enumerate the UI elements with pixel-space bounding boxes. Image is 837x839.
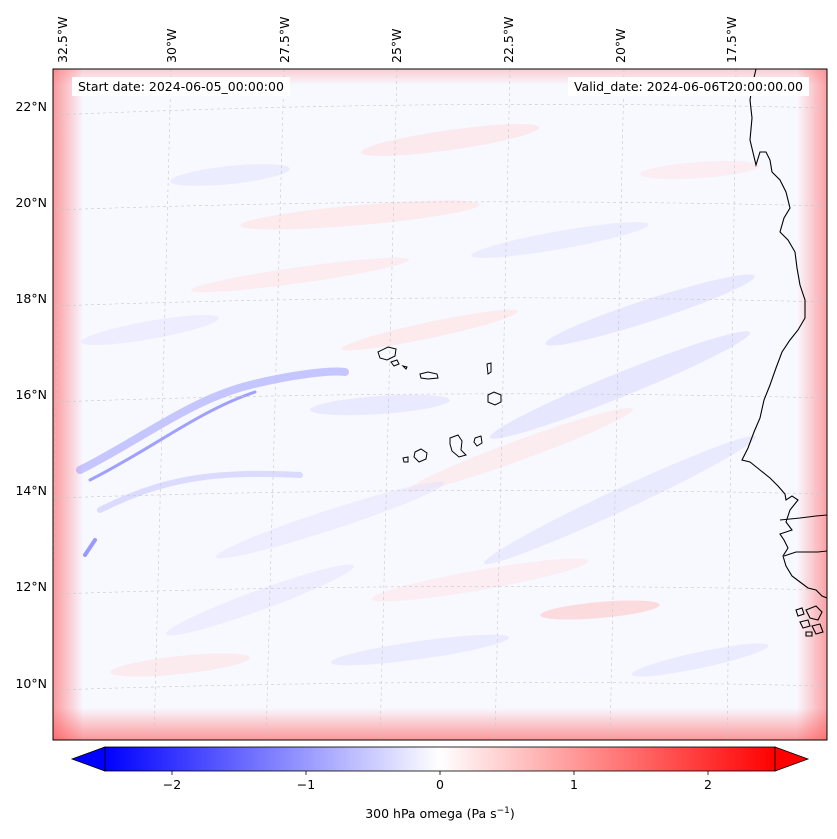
bijagos-3 <box>811 623 824 635</box>
gridlines <box>53 69 827 740</box>
bijagos-4 <box>805 631 813 637</box>
lon-label: 27.5°W <box>277 17 292 63</box>
colorbar-tick-label: −1 <box>297 777 315 792</box>
lon-label: 22.5°W <box>501 17 516 63</box>
boundary-left <box>53 69 83 740</box>
colorbar-label: 300 hPa omega (Pa s−1) <box>0 806 837 821</box>
omega-field <box>53 69 827 740</box>
lon-label: 20°W <box>613 28 628 63</box>
colorbar-tick-label: 2 <box>704 777 712 792</box>
island-santa-luzia <box>401 365 408 370</box>
colorbar-tick-label: 0 <box>436 777 444 792</box>
field-patches <box>81 124 769 677</box>
blue-band <box>76 367 349 557</box>
longitude-axis: 32.5°W 30°W 27.5°W 25°W 22.5°W 20°W 17.5… <box>55 17 739 63</box>
island-santo-antao <box>377 346 397 361</box>
island-brava <box>402 456 409 463</box>
colorbar-extend-low <box>70 746 106 772</box>
island-sao-nicolau <box>419 371 439 380</box>
lon-label: 30°W <box>164 28 179 63</box>
lat-label: 16°N <box>15 387 47 402</box>
colorbar-tick-label: −2 <box>163 777 181 792</box>
island-fogo <box>413 448 428 463</box>
colorbar: −2 −1 0 1 2 <box>70 746 810 792</box>
latitude-axis: 22°N 20°N 18°N 16°N 14°N 12°N 10°N <box>15 99 47 691</box>
colorbar-label-close: ) <box>509 806 515 822</box>
cape-verde-islands <box>377 346 502 463</box>
island-sao-vicente <box>390 359 400 367</box>
colorbar-extend-high <box>774 746 810 772</box>
lat-label: 12°N <box>15 579 47 594</box>
colorbar-ticks: −2 −1 0 1 2 <box>163 771 712 792</box>
lat-label: 18°N <box>15 291 47 306</box>
gambia-river <box>779 514 827 521</box>
bijagos-2 <box>799 619 811 629</box>
lat-label: 20°N <box>15 195 47 210</box>
casamance-border <box>783 550 827 557</box>
start-date-label: Start date: 2024-06-05_00:00:00 <box>72 77 290 96</box>
boundary-right <box>797 69 827 740</box>
colorbar-body <box>104 746 776 772</box>
lat-label: 10°N <box>15 676 47 691</box>
island-sal <box>486 362 492 375</box>
lat-label: 14°N <box>15 483 47 498</box>
boundary-bottom <box>53 708 827 740</box>
lat-label: 22°N <box>15 99 47 114</box>
lon-label: 25°W <box>389 28 404 63</box>
colorbar-label-exponent: −1 <box>496 806 510 816</box>
lon-label: 17.5°W <box>724 17 739 63</box>
colorbar-tick-label: 1 <box>570 777 578 792</box>
map-frame <box>52 68 828 741</box>
island-boa-vista <box>487 391 502 406</box>
bijagos-5 <box>795 607 805 617</box>
lon-label: 32.5°W <box>55 17 70 63</box>
island-santiago <box>449 434 467 458</box>
colorbar-label-text: 300 hPa omega (Pa s <box>365 806 497 822</box>
valid-date-label: Valid_date: 2024-06-06T20:00:00.00 <box>567 77 809 96</box>
africa-coastline <box>741 69 827 637</box>
mainland-coast <box>741 69 827 599</box>
island-maio <box>473 435 483 447</box>
bijagos-1 <box>805 605 823 621</box>
